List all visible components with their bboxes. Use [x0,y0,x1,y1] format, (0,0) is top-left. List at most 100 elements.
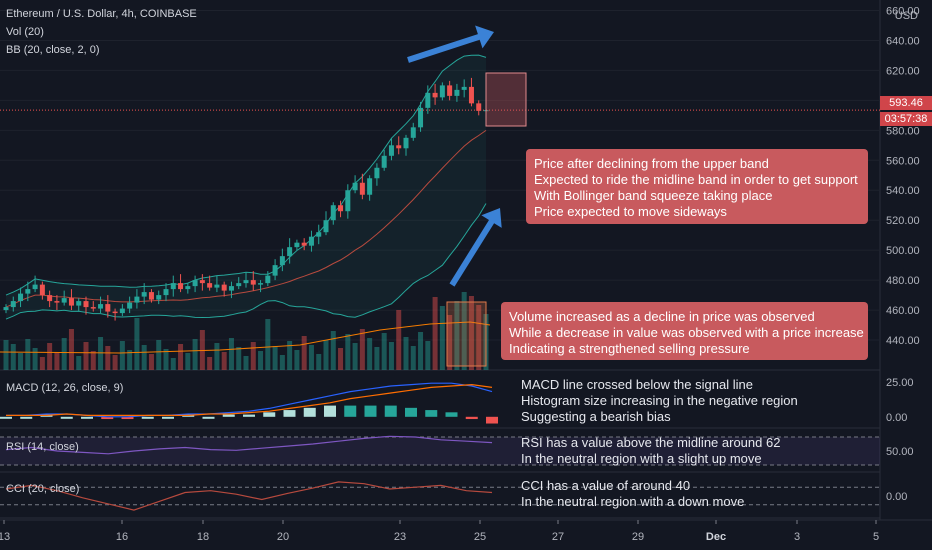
candle-body [83,301,89,308]
price-tick-label: 480.00 [886,275,920,287]
candle-body [170,283,176,290]
price-tick-label: 620.00 [886,65,920,77]
candle-body [476,103,482,111]
bollinger-fill [6,55,486,320]
candle-body [148,292,154,300]
macd-histogram-bar [162,416,174,419]
volume-bar [214,343,220,370]
bollinger-indicator-label[interactable]: BB (20, close, 2, 0) [6,44,100,56]
volume-bar [243,356,249,370]
volume-bar [287,341,293,370]
volume-bar [61,338,67,370]
candle-body [272,265,278,276]
candle-body [250,280,256,285]
countdown-tag: 03:57:38 [880,112,932,126]
volume-annotation-box[interactable]: Volume increased as a decline in price w… [501,302,868,360]
volume-bar [148,354,154,370]
candle-body [287,247,293,257]
macd-histogram-bar [222,414,235,417]
price-annotation-line: Price after declining from the upper ban… [534,156,769,171]
volume-bar [156,340,162,370]
volume-bar [3,340,9,370]
volume-bar [236,347,242,370]
volume-bar [10,344,16,370]
candle-body [461,86,467,90]
candle-body [454,89,460,96]
candle-body [294,242,300,248]
rsi-note: RSI has a value above the midline around… [521,435,780,467]
price-tick-label: 640.00 [886,35,920,47]
candle-body [381,155,387,168]
volume-indicator-label[interactable]: Vol (20) [6,26,44,38]
volume-bar [316,354,322,370]
rsi-indicator-label[interactable]: RSI (14, close) [6,441,79,453]
candle-body [403,137,409,149]
macd-histogram-bar [384,405,397,417]
volume-bar [119,341,125,370]
volume-bar [250,342,256,370]
cci-line [5,481,493,511]
candle-body [308,236,314,246]
volume-bar [90,351,96,370]
volume-bar [294,350,300,370]
volume-bar [381,333,387,370]
price-tick-label: 460.00 [886,305,920,317]
time-tick-label: 5 [873,531,879,543]
candle-body [439,85,445,98]
macd-histogram-bar [445,412,458,417]
macd-histogram-bar [263,412,276,417]
time-tick-label: Dec [706,531,726,543]
volume-bar [178,344,184,370]
candle-body [18,293,24,302]
volume-bar [461,292,467,370]
candle-body [468,86,474,104]
volume-bar [425,341,431,370]
rsi-line [5,435,493,455]
candle-body [374,167,380,179]
volume-bar [265,319,271,370]
current-price-tag: 593.46 [880,96,932,110]
volume-bar [374,347,380,370]
volume-bar [47,343,53,370]
cci-indicator-label[interactable]: CCI (20, close) [6,483,80,495]
price-annotation-line: Price expected to move sideways [534,204,727,219]
price-tick-label: 660.00 [886,5,920,17]
volume-bar [323,340,329,370]
candle-body [199,280,205,284]
volume-bar [279,355,285,370]
volume-bar [352,343,358,370]
candle-body [418,107,424,128]
candle-body [279,256,285,266]
candle-body [236,283,242,287]
candle-body [47,295,53,302]
macd-signal-line [6,383,493,416]
price-tick-label: 540.00 [886,185,920,197]
time-tick-label: 20 [277,531,289,543]
macd-histogram-bar [81,416,93,419]
macd-histogram-bar [121,416,134,420]
volume-bar [330,331,336,370]
macd-histogram-bar [324,405,336,417]
candle-body [32,284,38,290]
candle-body [265,275,271,284]
candle-body [221,284,227,291]
volume-bar [221,352,227,370]
price-annotation-box[interactable]: Price after declining from the upper ban… [526,149,868,224]
volume-bar [388,342,394,370]
macd-histogram-bar [405,407,417,417]
candle-body [207,283,213,288]
time-tick-label: 16 [116,531,128,543]
volume-bar [359,329,365,370]
volume-bar [54,352,60,370]
macd-histogram-bar [465,416,478,420]
price-annotation-line: Expected to ride the midline band in ord… [534,172,858,187]
volume-highlight-box [446,301,487,367]
bollinger-upper-band [5,54,487,296]
volume-bar [418,332,424,370]
volume-bar [454,301,460,370]
macd-indicator-label[interactable]: MACD (12, 26, close, 9) [6,382,124,394]
macd-histogram-bar [425,410,438,417]
volume-bar [403,337,409,370]
volume-bar [432,297,438,370]
